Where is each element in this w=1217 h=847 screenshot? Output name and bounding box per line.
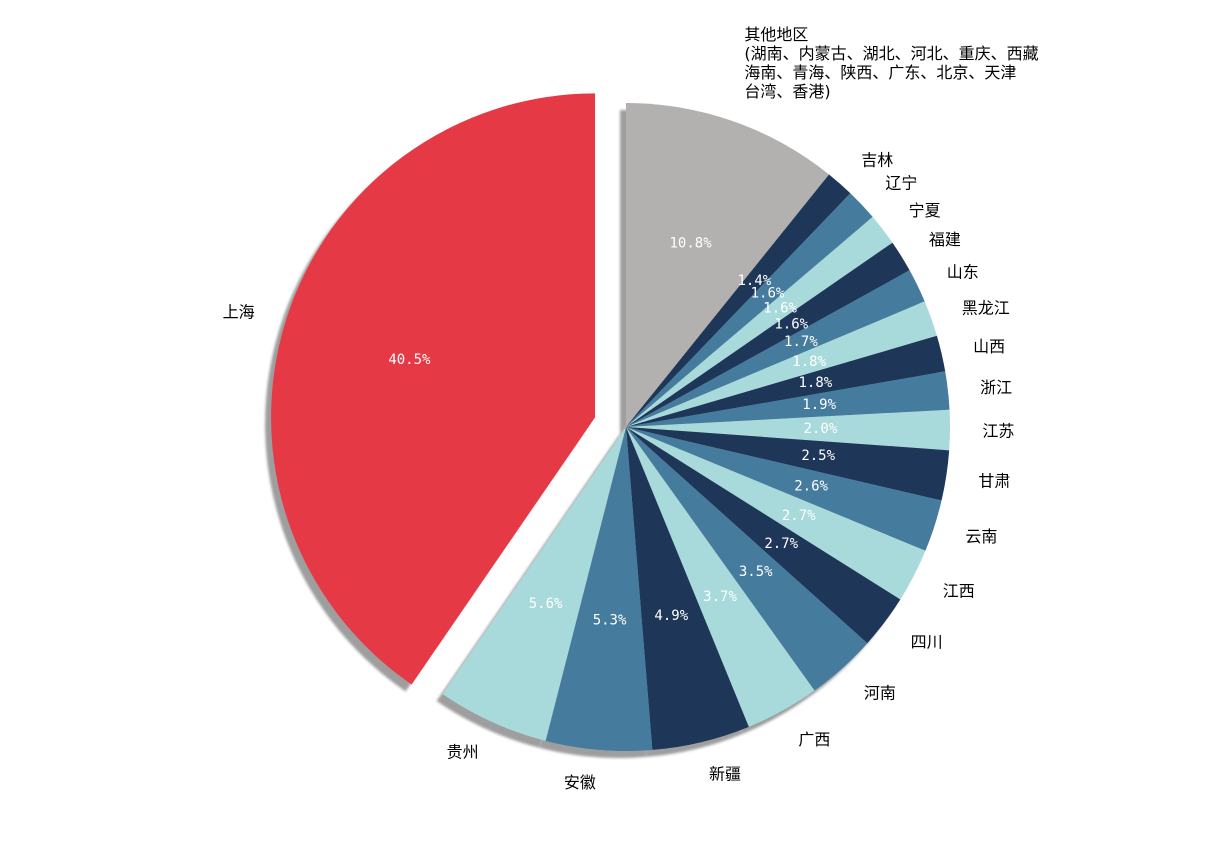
category-label-layer: 其他地区(湖南、内蒙古、湖北、河北、重庆、西藏海南、青海、陕西、广东、北京、天津…: [223, 24, 1039, 791]
slice-1-category-label-line: 吉林: [861, 150, 893, 169]
slice-10-percent-label: 2.5%: [801, 448, 835, 464]
slice-0-category-label-line: (湖南、内蒙古、湖北、河北、重庆、西藏: [744, 43, 1038, 62]
slice-15: [626, 427, 815, 727]
slice-10: [626, 427, 950, 501]
slice-13-category-label: 四川: [911, 632, 943, 651]
slice-0-category-label: 其他地区(湖南、内蒙古、湖北、河北、重庆、西藏海南、青海、陕西、广东、北京、天津…: [744, 24, 1038, 100]
slice-12-category-label-line: 江西: [943, 581, 975, 600]
slice-19-category-label-line: 上海: [223, 302, 255, 321]
slice-0-percent-label: 10.8%: [669, 236, 712, 252]
slice-12-percent-label: 2.7%: [782, 508, 816, 524]
slice-6-percent-label: 1.8%: [792, 354, 826, 370]
slice-11: [626, 427, 942, 551]
slice-19-percent-label: 40.5%: [388, 352, 431, 368]
slice-7-percent-label: 1.8%: [798, 375, 832, 391]
slice-0-category-label-line: 台湾、香港): [744, 81, 830, 100]
slice-11-percent-label: 2.6%: [794, 478, 828, 494]
slice-2-percent-label: 1.6%: [751, 286, 785, 302]
slice-9-category-label-line: 江苏: [982, 421, 1014, 440]
slice-15-category-label: 广西: [798, 729, 830, 748]
slice-4: [626, 242, 910, 427]
slice-14-category-label-line: 河南: [864, 683, 896, 702]
slice-3-percent-label: 1.6%: [763, 301, 797, 317]
slice-13: [626, 427, 901, 644]
slice-4-category-label-line: 福建: [929, 230, 961, 249]
slice-10-category-label-line: 甘肃: [978, 471, 1010, 490]
slice-18-percent-label: 5.6%: [529, 596, 563, 612]
slice-3-category-label-line: 宁夏: [909, 200, 941, 219]
slice-8-category-label: 浙江: [980, 377, 1012, 396]
slice-15-percent-label: 3.7%: [703, 589, 737, 605]
slice-14-category-label: 河南: [864, 683, 896, 702]
slice-0-category-label-line: 其他地区: [744, 24, 808, 43]
slice-13-percent-label: 2.7%: [764, 536, 798, 552]
percent-label-layer: 10.8%1.4%1.6%1.6%1.6%1.7%1.8%1.8%1.9%2.0…: [388, 236, 838, 629]
slice-7: [626, 335, 946, 427]
slice-9-percent-label: 2.0%: [804, 421, 838, 437]
slice-6-category-label-line: 黑龙江: [962, 298, 1010, 317]
slice-14: [626, 427, 868, 691]
slice-6-category-label: 黑龙江: [962, 298, 1010, 317]
slice-15-category-label-line: 广西: [798, 729, 830, 748]
slice-2-category-label-line: 辽宁: [885, 173, 917, 192]
slice-0: [626, 103, 830, 427]
slice-5-category-label: 山东: [947, 262, 979, 281]
slice-0-category-label-line: 海南、青海、陕西、广东、北京、天津: [744, 62, 1016, 81]
slice-19: [271, 93, 596, 685]
slice-5: [626, 270, 925, 427]
slice-17-category-label-line: 安徽: [564, 773, 596, 792]
slice-5-category-label-line: 山东: [947, 262, 979, 281]
slice-7-category-label: 山西: [973, 337, 1005, 356]
slice-12: [626, 427, 926, 600]
slice-17-percent-label: 5.3%: [593, 613, 627, 629]
slice-8-percent-label: 1.9%: [802, 397, 836, 413]
slice-16-percent-label: 4.9%: [654, 608, 688, 624]
slice-17-category-label: 安徽: [564, 773, 596, 792]
slice-11-category-label: 云南: [965, 526, 997, 545]
slice-7-category-label-line: 山西: [973, 337, 1005, 356]
slice-1: [626, 174, 851, 427]
slice-1-category-label: 吉林: [861, 150, 893, 169]
slice-11-category-label-line: 云南: [965, 526, 997, 545]
slice-16-category-label: 新疆: [709, 764, 741, 783]
slice-2: [626, 193, 873, 427]
slice-3: [626, 216, 893, 427]
slice-1-percent-label: 1.4%: [737, 273, 771, 289]
slice-2-category-label: 辽宁: [885, 173, 917, 192]
slice-8-category-label-line: 浙江: [980, 377, 1012, 396]
slice-4-percent-label: 1.6%: [774, 317, 808, 333]
slice-10-category-label: 甘肃: [978, 471, 1010, 490]
slice-18: [442, 427, 626, 741]
slice-13-category-label-line: 四川: [911, 632, 943, 651]
slice-8: [626, 371, 950, 427]
slice-18-category-label: 贵州: [447, 742, 479, 761]
slice-19-category-label: 上海: [223, 302, 255, 321]
slice-3-category-label: 宁夏: [909, 200, 941, 219]
slice-18-category-label-line: 贵州: [447, 742, 479, 761]
slice-6: [626, 301, 937, 427]
slice-14-percent-label: 3.5%: [739, 564, 773, 580]
slice-5-percent-label: 1.7%: [784, 334, 818, 350]
slice-12-category-label: 江西: [943, 581, 975, 600]
slice-layer: [271, 93, 950, 751]
slice-16-category-label-line: 新疆: [709, 764, 741, 783]
slice-9-category-label: 江苏: [982, 421, 1014, 440]
slice-16: [626, 427, 749, 750]
slice-17: [545, 427, 653, 751]
slice-4-category-label: 福建: [929, 230, 961, 249]
slice-9: [626, 409, 950, 451]
